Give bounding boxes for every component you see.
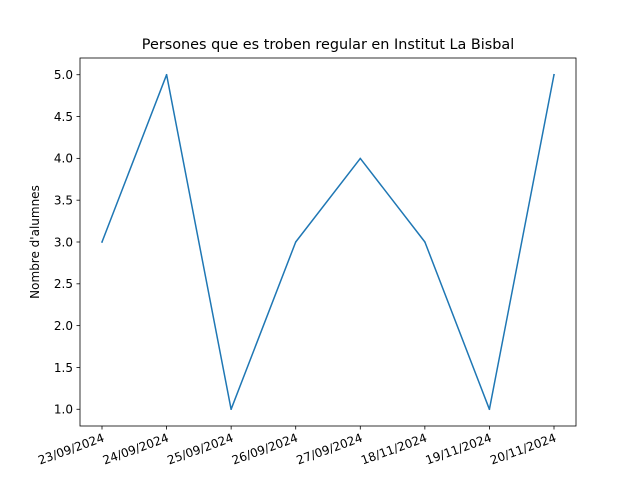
data-point — [488, 408, 491, 411]
data-point — [165, 73, 168, 76]
y-tick-label: 5.0 — [54, 68, 73, 82]
y-tick-label: 4.5 — [54, 110, 73, 124]
x-tick-label: 24/09/2024 — [101, 431, 171, 468]
y-tick-label: 3.5 — [54, 193, 73, 207]
y-tick-label: 1.0 — [54, 403, 73, 417]
x-tick-label: 20/11/2024 — [488, 431, 558, 468]
data-point — [359, 157, 362, 160]
data-point — [424, 241, 426, 243]
plot-area: 1.0 1.5 2.0 2.5 3.0 3.5 4.0 4.5 5.0 23/09/202424/… — [36, 57, 577, 468]
data-point — [230, 408, 232, 411]
y-tick-label: 3.0 — [54, 235, 73, 249]
x-tick-label: 23/09/2024 — [36, 431, 106, 468]
series-line — [101, 73, 555, 411]
data-point — [553, 73, 555, 76]
y-tick-label: 2.5 — [54, 277, 73, 291]
x-tick-label: 18/11/2024 — [359, 431, 429, 468]
x-tick-label: 27/09/2024 — [295, 431, 365, 468]
x-tick-label: 19/11/2024 — [424, 431, 494, 468]
y-tick-label: 4.0 — [54, 152, 73, 166]
y-tick-label: 2.0 — [54, 319, 73, 333]
chart-title: Persones que es troben regular en Instit… — [142, 37, 514, 53]
y-tick-label: 1.5 — [54, 361, 73, 375]
x-tick-label: 26/09/2024 — [230, 431, 300, 468]
x-tick-label: 25/09/2024 — [165, 431, 235, 468]
plot-frame — [79, 57, 577, 427]
data-point — [101, 241, 103, 243]
y-axis-label: Nombre d'alumnes — [28, 185, 42, 299]
data-point — [294, 241, 297, 243]
